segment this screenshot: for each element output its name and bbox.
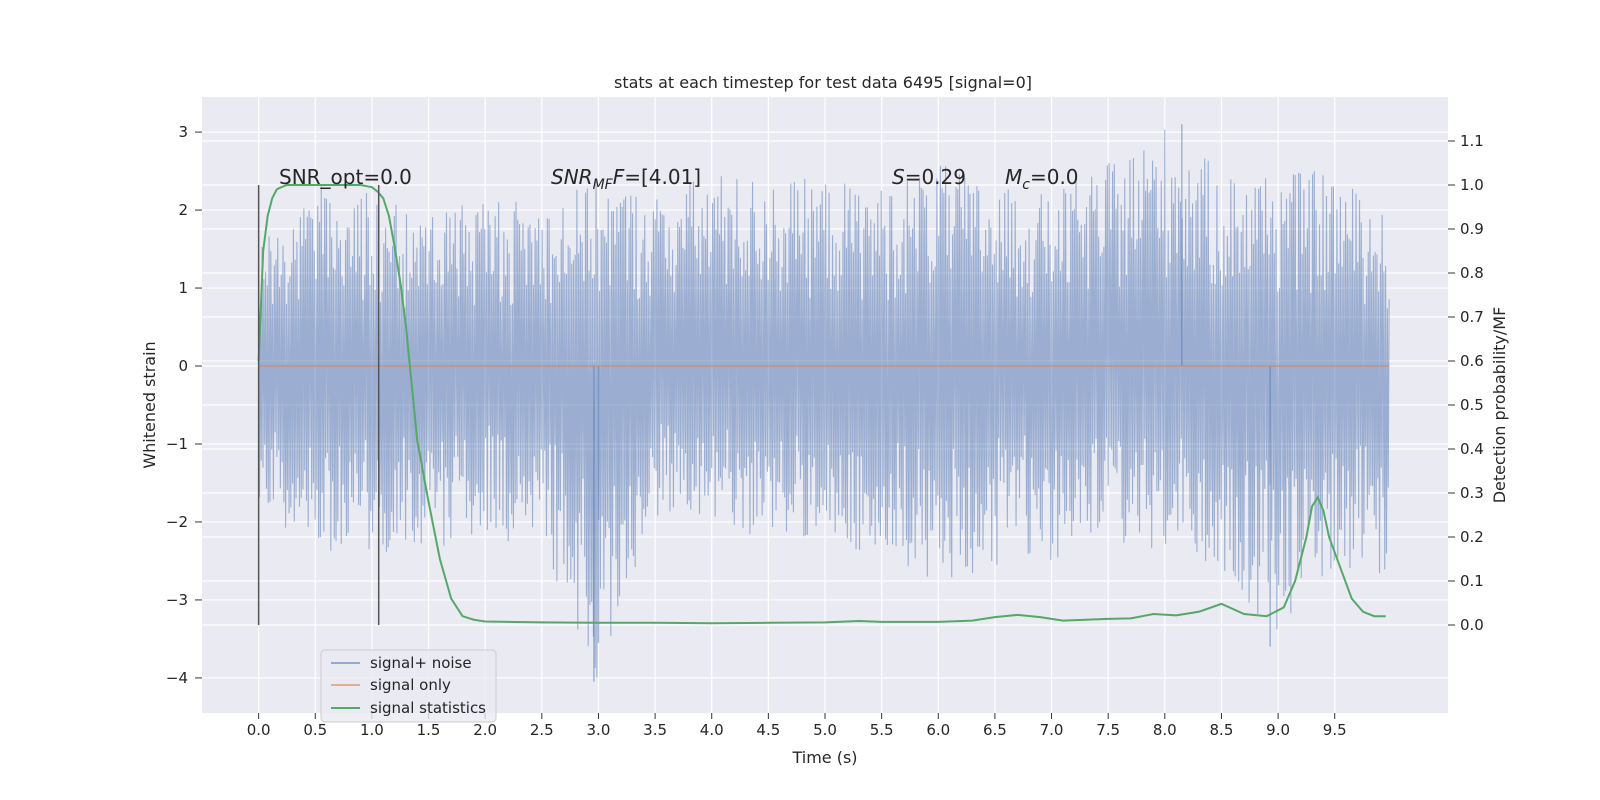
snr-opt-annotation: SNR_opt=0.0	[279, 165, 412, 189]
y-tick-label: 1	[178, 279, 188, 297]
right-y-tick-label: 0.9	[1460, 220, 1484, 238]
right-y-tick-label: 0.1	[1460, 572, 1484, 590]
right-y-tick-label: 0.4	[1460, 440, 1484, 458]
x-tick-label: 0.5	[303, 721, 327, 739]
x-tick-label: 2.5	[530, 721, 554, 739]
x-tick-label: 9.0	[1266, 721, 1290, 739]
right-y-tick-label: 0.3	[1460, 484, 1484, 502]
y-tick-label: −4	[166, 669, 188, 687]
right-y-tick-label: 0.5	[1460, 396, 1484, 414]
right-y-tick-label: 1.1	[1460, 132, 1484, 150]
y-tick-label: 0	[178, 357, 188, 375]
x-axis-label: Time (s)	[791, 748, 857, 767]
x-tick-label: 7.5	[1096, 721, 1120, 739]
y-tick-label: 2	[178, 201, 188, 219]
right-y-axis-label: Detection probability/MF	[1490, 307, 1509, 504]
x-tick-label: 6.0	[926, 721, 950, 739]
y-tick-label: −3	[166, 591, 188, 609]
x-tick-label: 6.5	[983, 721, 1007, 739]
right-y-tick-label: 0.0	[1460, 616, 1484, 634]
x-tick-label: 3.5	[643, 721, 667, 739]
x-tick-label: 7.0	[1040, 721, 1064, 739]
right-y-tick-label: 1.0	[1460, 176, 1484, 194]
s-annotation: S=0.29	[892, 165, 966, 189]
time-markers	[257, 185, 380, 625]
x-tick-label: 9.5	[1323, 721, 1347, 739]
legend-box	[320, 649, 497, 723]
x-tick-label: 8.5	[1210, 721, 1234, 739]
legend-label-signal-only: signal only	[370, 676, 451, 694]
legend: signal+ noise signal only signal statist…	[320, 649, 497, 723]
x-tick-label: 4.5	[756, 721, 780, 739]
right-y-axis-ticks: 1.1 1.0 0.9 0.8 0.7 0.6 0.5 0.4 0.3 0.2 0.1 0.0	[1448, 132, 1484, 634]
x-tick-label: 1.0	[360, 721, 384, 739]
mc-annotation: Mc=0.0	[1005, 165, 1079, 193]
x-tick-label: 3.0	[587, 721, 611, 739]
y-tick-label: −1	[166, 435, 188, 453]
right-y-tick-label: 0.7	[1460, 308, 1484, 326]
x-tick-label: 5.5	[870, 721, 894, 739]
signal-noise-series	[258, 124, 1390, 682]
signal-statistics-series	[257, 184, 1386, 625]
snr-mf-annotation: SNRMFF=[4.01]	[551, 165, 701, 193]
right-y-tick-label: 0.8	[1460, 264, 1484, 282]
y-tick-label: −2	[166, 513, 188, 531]
x-tick-label: 4.0	[700, 721, 724, 739]
legend-label-signal-noise: signal+ noise	[370, 654, 472, 672]
signal-statistics-line	[257, 184, 1386, 625]
x-axis-ticks: 0.0 0.5 1.0 1.5 2.0 2.5 3.0 3.5 4.0 4.5 5.0 5.5 6.0 6…	[247, 713, 1347, 739]
y-axis-label: Whitened strain	[140, 341, 159, 468]
right-y-tick-label: 0.6	[1460, 352, 1484, 370]
x-tick-label: 1.5	[417, 721, 441, 739]
x-tick-label: 8.0	[1153, 721, 1177, 739]
y-axis-ticks: 3 2 1 0 −1 −2 −3 −4	[166, 123, 202, 687]
x-tick-label: 2.0	[473, 721, 497, 739]
legend-label-signal-statistics: signal statistics	[370, 699, 486, 717]
right-y-tick-label: 0.2	[1460, 528, 1484, 546]
x-tick-label: 0.0	[247, 721, 271, 739]
chart-title: stats at each timestep for test data 649…	[614, 73, 1032, 92]
x-tick-label: 5.0	[813, 721, 837, 739]
y-tick-label: 3	[178, 123, 188, 141]
signal-noise-line	[258, 129, 1390, 678]
